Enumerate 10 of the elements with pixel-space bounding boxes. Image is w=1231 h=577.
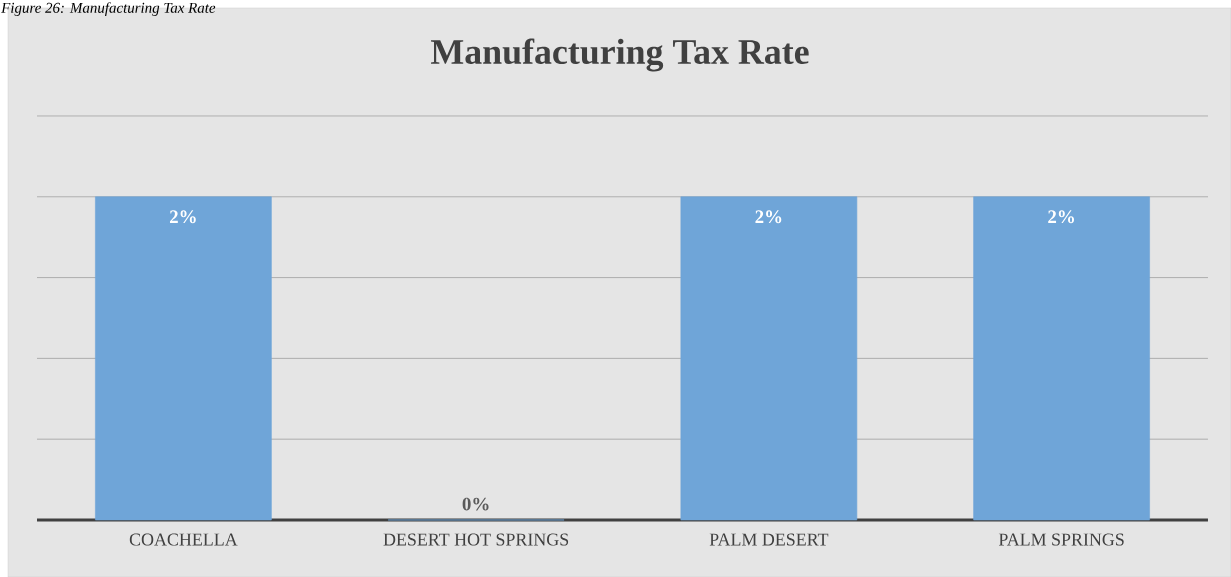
data-label: 0% <box>462 497 489 511</box>
x-tick-label: DESERT HOT SPRINGS <box>383 533 569 546</box>
data-label: 2% <box>1048 210 1075 224</box>
x-tick-label: COACHELLA <box>129 533 238 546</box>
data-label: 2% <box>755 210 782 224</box>
x-tick-label: PALM DESERT <box>709 533 829 546</box>
caption: Figure 26: Manufacturing Tax Rate <box>1 2 216 16</box>
x-tick-label: PALM SPRINGS <box>998 533 1124 546</box>
data-label: 2% <box>169 210 196 224</box>
chart-title: Manufacturing Tax Rate <box>430 38 809 72</box>
